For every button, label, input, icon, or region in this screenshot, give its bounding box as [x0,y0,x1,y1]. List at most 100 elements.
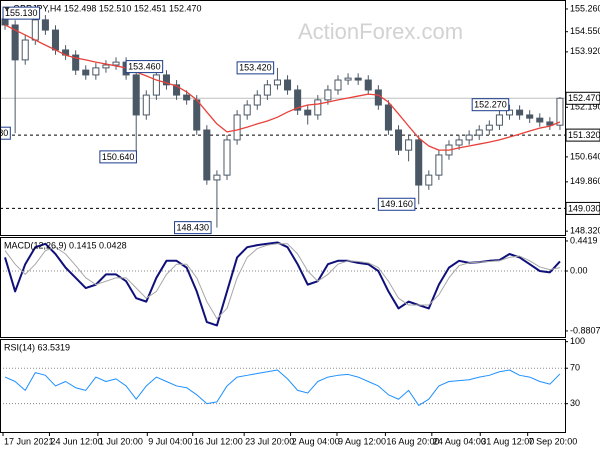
moving-average [4,24,561,151]
annotation-label: 153.460 [128,61,161,71]
x-tick-label: 24 Jun 12:00 [50,436,102,446]
indicator-line [4,243,561,320]
y-tick-label: -0.8807 [570,325,600,335]
annotation-box [99,150,137,164]
x-tick-label: 23 Jul 20:00 [245,436,294,446]
level-label: 149.030 [568,203,600,213]
y-tick-label: 70 [570,363,580,373]
candle-body [203,129,211,181]
candle-body [364,79,372,91]
y-tick-label: 100 [570,336,585,346]
watermark: ActionForex.com [298,19,463,44]
candle-body [495,114,503,126]
x-tick-label: 2 Aug 04:00 [292,436,340,446]
candle-body [455,139,463,146]
candle-body [294,89,302,111]
y-tick-label: 30 [570,398,580,408]
candle-body [536,117,544,123]
candle-body [304,109,312,116]
candle-body [273,79,281,86]
chart-title: GBPJPY,H4 152.498 152.510 152.451 152.47… [13,3,202,13]
indicator-line [4,369,561,406]
candle-body [72,54,80,71]
candle-body [41,19,49,31]
y-tick-label: 152.190 [570,102,600,112]
candle-body [233,114,241,141]
x-tick-label: 1 Jul 20:00 [99,436,143,446]
rsi-panel-frame [0,339,566,433]
annotation-label: 155.130 [5,8,38,18]
annotation-label: 148.430 [177,223,210,233]
annotation-label: 150.640 [102,152,135,162]
x-tick-label: 16 Jul 12:00 [194,436,243,446]
candle-body [546,121,554,126]
annotation-label: 153.420 [239,63,272,73]
price-panel-frame [0,0,566,236]
candle-body [334,79,342,91]
annotation-box [125,60,164,74]
annotation-box [377,197,416,211]
candle-body [31,19,39,41]
candle-body [354,77,362,81]
candle-body [505,109,514,116]
candle-body [173,84,181,96]
annotation-label: 149.160 [380,199,413,209]
candle-body [152,74,160,96]
y-tick-label: 148.320 [570,226,600,236]
candle-body [183,94,191,101]
candle-body [142,94,150,116]
annotation-box [471,98,510,112]
candle-body [384,104,392,131]
x-tick-label: 9 Jul 04:00 [148,436,192,446]
y-tick-label: 150.640 [570,151,600,161]
annotation-label: 152.270 [474,100,507,110]
candle-body [223,139,231,176]
candle-body [284,79,292,91]
y-tick-label: 155.260 [570,3,600,13]
x-tick-label: 7 Sep 20:00 [529,436,578,446]
indicator-line [4,241,561,327]
label-layer: GBPJPY,H4 152.498 152.510 152.451 152.47… [0,3,600,446]
candle-body [344,77,352,81]
candle-body [435,154,443,176]
y-tick-label: 154.550 [570,26,600,36]
x-tick-label: 24 Aug 04:00 [433,436,486,446]
candle-body [324,89,332,101]
candle-body [395,129,403,151]
candle-body [82,69,90,76]
header-icon [4,7,10,11]
level-label: 152.470 [568,93,600,103]
x-tick-label: 31 Aug 12:00 [481,436,534,446]
candle-body [425,174,433,186]
candle-body [213,174,221,181]
x-tick-label: 9 Aug 12:00 [338,436,386,446]
candle-body [102,64,110,69]
y-tick-label: 153.920 [570,46,600,56]
candle-body [92,67,100,76]
annotation-box [2,6,41,20]
annotation-box [0,126,11,140]
annotation-box [174,221,212,235]
candle-body [485,124,493,131]
candle-body [21,39,29,61]
candle-body [132,74,140,116]
y-tick-label: 149.860 [570,176,600,186]
candle-body [51,29,60,51]
chart-title: MACD(12,26,9) 0.1415 0.0428 [4,240,127,250]
y-tick-label: 0.4419 [570,235,598,245]
candle-body [415,139,423,186]
candle-body [556,97,564,126]
candle-body [263,84,271,96]
annotation-label: 151.380 [0,128,8,138]
candle-body [314,99,322,116]
x-tick-label: 17 Jun 2021 [4,436,54,446]
level-label: 151.320 [568,130,600,140]
candle-body [1,18,9,26]
macd-panel-frame [0,237,566,338]
candle-body [11,24,19,61]
candle-body [405,139,413,151]
candle-body [243,104,251,116]
